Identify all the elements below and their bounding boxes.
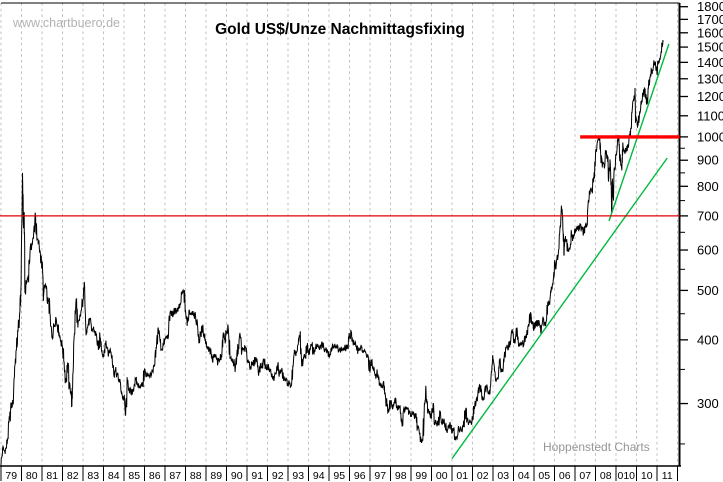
x-year-label: 010 (617, 470, 635, 482)
x-year-label: 96 (354, 470, 366, 482)
x-year-label: 01 (456, 470, 468, 482)
x-axis-year-labels: 79 80 81 82 83 84 85 86 87 88 89 90 91 92 93 94 95 96 97 98… (5, 470, 672, 482)
x-year-label: 99 (415, 470, 427, 482)
y-axis-ticks (679, 6, 688, 445)
y-value-label: 1800 (697, 0, 723, 14)
x-axis-ticks (0, 466, 678, 481)
x-year-label: 85 (128, 470, 140, 482)
x-year-label: 03 (497, 470, 509, 482)
x-year-label: 81 (46, 470, 58, 482)
y-value-label: 900 (697, 153, 719, 168)
red-resistance-lines (0, 135, 680, 217)
y-value-label: 1300 (697, 71, 723, 86)
x-year-label: 93 (292, 470, 304, 482)
x-year-label: 95 (333, 470, 345, 482)
x-year-label: 98 (395, 470, 407, 482)
credit-label: Hoppenstedt Charts (543, 440, 650, 454)
x-year-label: 79 (5, 470, 17, 482)
y-value-label: 1700 (697, 12, 723, 27)
x-year-label: 97 (374, 470, 386, 482)
x-year-label: 07 (579, 470, 591, 482)
gold-price-line-group (0, 40, 664, 466)
x-year-label: 06 (559, 470, 571, 482)
x-year-label: 87 (169, 470, 181, 482)
y-value-label: 1000 (697, 129, 723, 144)
uptrend-support-2008 (608, 43, 670, 222)
uptrend-support-2001 (451, 157, 668, 459)
y-value-label: 500 (697, 283, 719, 298)
axes (0, 2, 681, 467)
x-year-label: 00 (436, 470, 448, 482)
y-value-label: 1200 (697, 89, 723, 104)
y-value-label: 700 (697, 208, 719, 223)
x-year-label: 80 (26, 470, 38, 482)
x-year-label: 90 (231, 470, 243, 482)
x-year-label: 83 (87, 470, 99, 482)
y-value-label: 1100 (697, 108, 723, 123)
gold-price-line (0, 40, 664, 466)
x-year-label: 11 (662, 470, 673, 482)
x-year-label: 10 (641, 470, 653, 482)
x-year-label: 92 (272, 470, 284, 482)
watermark: www.chartbuero.de (12, 16, 120, 30)
x-year-label: 84 (108, 470, 120, 482)
y-value-label: 1600 (697, 25, 723, 40)
x-year-label: 02 (477, 470, 489, 482)
chart-title: Gold US$/Unze Nachmittagsfixing (215, 21, 465, 38)
x-year-label: 04 (518, 470, 530, 482)
y-value-label: 300 (697, 396, 719, 411)
x-year-label: 88 (190, 470, 202, 482)
y-value-label: 1500 (697, 40, 723, 55)
y-value-label: 400 (697, 332, 719, 347)
x-year-label: 89 (210, 470, 222, 482)
y-value-label: 600 (697, 243, 719, 258)
x-year-label: 86 (149, 470, 161, 482)
x-year-label: 91 (251, 470, 263, 482)
y-value-label: 800 (697, 179, 719, 194)
x-year-label: 94 (313, 470, 325, 482)
y-value-label: 1400 (697, 55, 723, 70)
green-trendlines (451, 43, 670, 459)
x-year-label: 82 (67, 470, 79, 482)
x-year-label: 05 (538, 470, 550, 482)
x-year-label: 08 (600, 470, 612, 482)
